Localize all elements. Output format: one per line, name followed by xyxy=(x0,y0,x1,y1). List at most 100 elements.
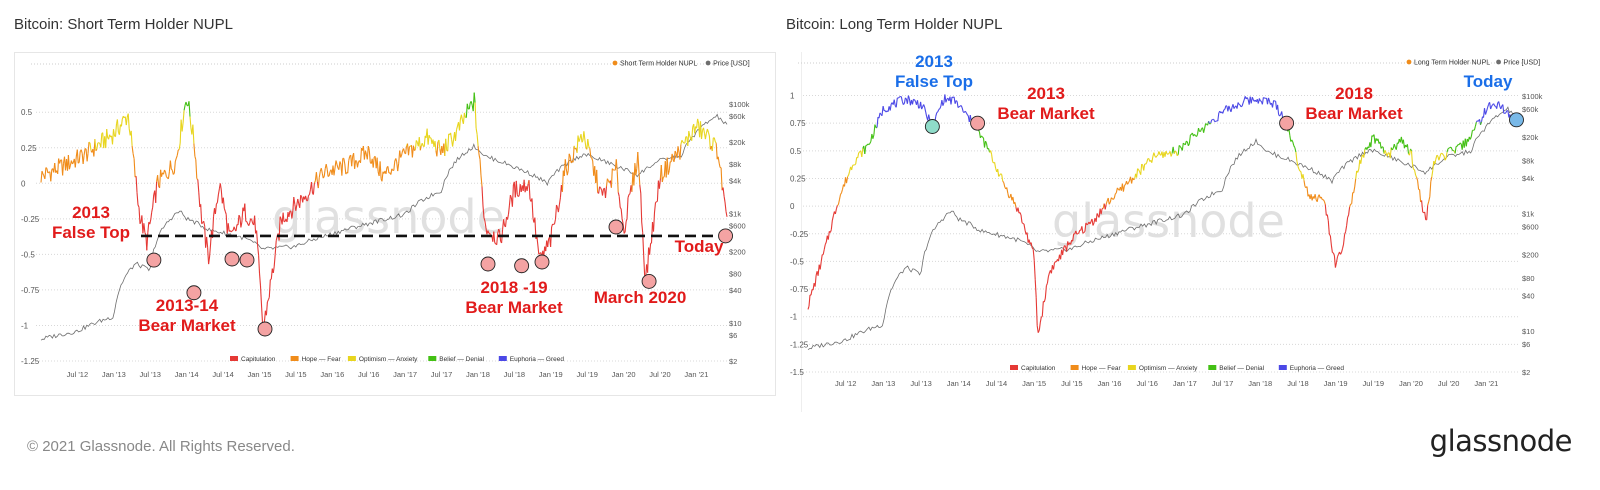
lth-nupl-segment xyxy=(903,97,906,104)
lth-nupl-segment xyxy=(1141,163,1144,166)
sth-nupl-segment xyxy=(468,102,471,110)
lth-nupl-segment xyxy=(1333,255,1336,268)
sth-nupl-segment xyxy=(506,214,510,220)
right-chart-title: Bitcoin: Long Term Holder NUPL xyxy=(786,16,1003,33)
lth-nupl-segment xyxy=(1432,161,1435,171)
sth-nupl-segment xyxy=(364,150,367,155)
sth-nupl-segment xyxy=(333,168,336,176)
sth-nupl-segment xyxy=(526,183,529,191)
sth-annotation-marker xyxy=(239,252,255,268)
sth-nupl-segment xyxy=(601,188,605,196)
lth-nupl-segment xyxy=(1190,133,1192,136)
lth-nupl-segment xyxy=(1465,138,1468,147)
lth-nupl-segment xyxy=(1348,207,1351,215)
sth-nupl-segment xyxy=(231,229,234,232)
lth-nupl-segment xyxy=(1410,150,1414,165)
lth-y-tick-label: -1.5 xyxy=(790,368,804,377)
sth-nupl-segment xyxy=(150,212,153,220)
lth-y2-tick-label: $600 xyxy=(1522,223,1539,232)
lth-y-tick-label: -0.25 xyxy=(790,230,809,239)
lth-zone-label: Capitulation xyxy=(1021,365,1056,372)
lth-nupl-segment xyxy=(866,143,869,146)
sth-nupl-segment xyxy=(351,156,354,167)
sth-nupl-segment xyxy=(517,195,520,197)
sth-nupl-segment xyxy=(621,218,624,225)
sth-nupl-segment xyxy=(508,195,511,206)
lth-y2-tick-label: $80 xyxy=(1522,274,1535,283)
lth-nupl-segment xyxy=(1215,120,1218,122)
lth-nupl-segment xyxy=(857,152,860,159)
lth-nupl-segment xyxy=(944,94,947,103)
lth-nupl-segment xyxy=(827,231,830,240)
lth-nupl-segment xyxy=(1076,233,1079,235)
lth-nupl-segment xyxy=(1332,252,1335,256)
sth-nupl-segment xyxy=(366,146,369,160)
lth-nupl-segment xyxy=(837,199,840,205)
sth-nupl-segment xyxy=(84,147,87,150)
sth-nupl-segment xyxy=(684,136,687,144)
lth-nupl-segment xyxy=(1363,149,1366,158)
lth-x-tick-label: Jan '15 xyxy=(1022,379,1046,388)
lth-nupl-segment xyxy=(889,103,892,111)
sth-nupl-segment xyxy=(528,180,531,200)
lth-nupl-segment xyxy=(838,194,842,201)
lth-nupl-segment xyxy=(1431,170,1434,177)
sth-nupl-segment xyxy=(415,140,418,143)
lth-nupl-segment xyxy=(1295,152,1298,162)
lth-nupl-segment xyxy=(950,96,953,105)
lth-nupl-segment xyxy=(1474,121,1477,127)
sth-nupl-segment xyxy=(67,155,70,170)
lth-nupl-segment xyxy=(858,151,861,154)
lth-y2-tick-label: $1k xyxy=(1522,209,1534,218)
sth-nupl-segment xyxy=(677,146,680,153)
lth-nupl-segment xyxy=(1484,110,1488,115)
sth-nupl-segment xyxy=(689,135,692,139)
sth-nupl-segment xyxy=(42,173,45,177)
sth-nupl-segment xyxy=(450,132,453,140)
lth-nupl-segment xyxy=(1095,213,1098,222)
lth-nupl-segment xyxy=(1402,139,1405,149)
lth-nupl-segment xyxy=(1032,249,1035,261)
sth-nupl-segment xyxy=(473,92,476,103)
sth-nupl-segment xyxy=(722,187,725,197)
sth-nupl-segment xyxy=(707,132,710,137)
sth-nupl-segment xyxy=(611,168,614,171)
sth-nupl-segment xyxy=(308,189,312,195)
sth-nupl-segment xyxy=(77,161,80,164)
sth-nupl-segment xyxy=(619,207,622,210)
sth-nupl-segment xyxy=(341,158,344,176)
sth-nupl-segment xyxy=(715,143,718,160)
lth-x-tick-label: Jan '19 xyxy=(1324,379,1348,388)
lth-nupl-segment xyxy=(829,229,832,233)
lth-nupl-segment xyxy=(1459,142,1462,145)
lth-nupl-segment xyxy=(1328,233,1331,237)
sth-nupl-segment xyxy=(76,149,79,164)
lth-nupl-segment xyxy=(1493,103,1496,107)
sth-nupl-segment xyxy=(588,146,591,149)
sth-nupl-segment xyxy=(627,194,630,198)
glassnode-logo[interactable]: glassnode xyxy=(1429,424,1573,458)
sth-nupl-segment xyxy=(216,194,219,203)
sth-nupl-segment xyxy=(295,204,298,211)
lth-nupl-segment xyxy=(1261,97,1264,105)
lth-nupl-segment xyxy=(1326,214,1329,221)
lth-nupl-segment xyxy=(1092,222,1095,226)
lth-annotation-label: 2013 xyxy=(915,52,953,71)
sth-nupl-segment xyxy=(558,197,561,205)
lth-nupl-segment xyxy=(955,100,958,102)
sth-nupl-segment xyxy=(256,230,259,246)
lth-nupl-segment xyxy=(1039,316,1042,323)
lth-zone-label: Optimism — Anxiety xyxy=(1139,365,1198,372)
lth-nupl-segment xyxy=(1105,200,1108,205)
sth-nupl-segment xyxy=(172,172,175,175)
sth-nupl-segment xyxy=(356,161,360,168)
lth-nupl-segment xyxy=(1112,197,1115,200)
sth-nupl-segment xyxy=(503,219,506,226)
sth-legend-marker xyxy=(705,60,711,66)
sth-nupl-segment xyxy=(98,142,101,144)
lth-y-tick-label: 0.25 xyxy=(790,174,806,183)
sth-nupl-segment xyxy=(531,198,534,219)
lth-nupl-segment xyxy=(823,244,826,250)
lth-nupl-segment xyxy=(1490,106,1493,110)
lth-nupl-segment xyxy=(1155,155,1158,158)
